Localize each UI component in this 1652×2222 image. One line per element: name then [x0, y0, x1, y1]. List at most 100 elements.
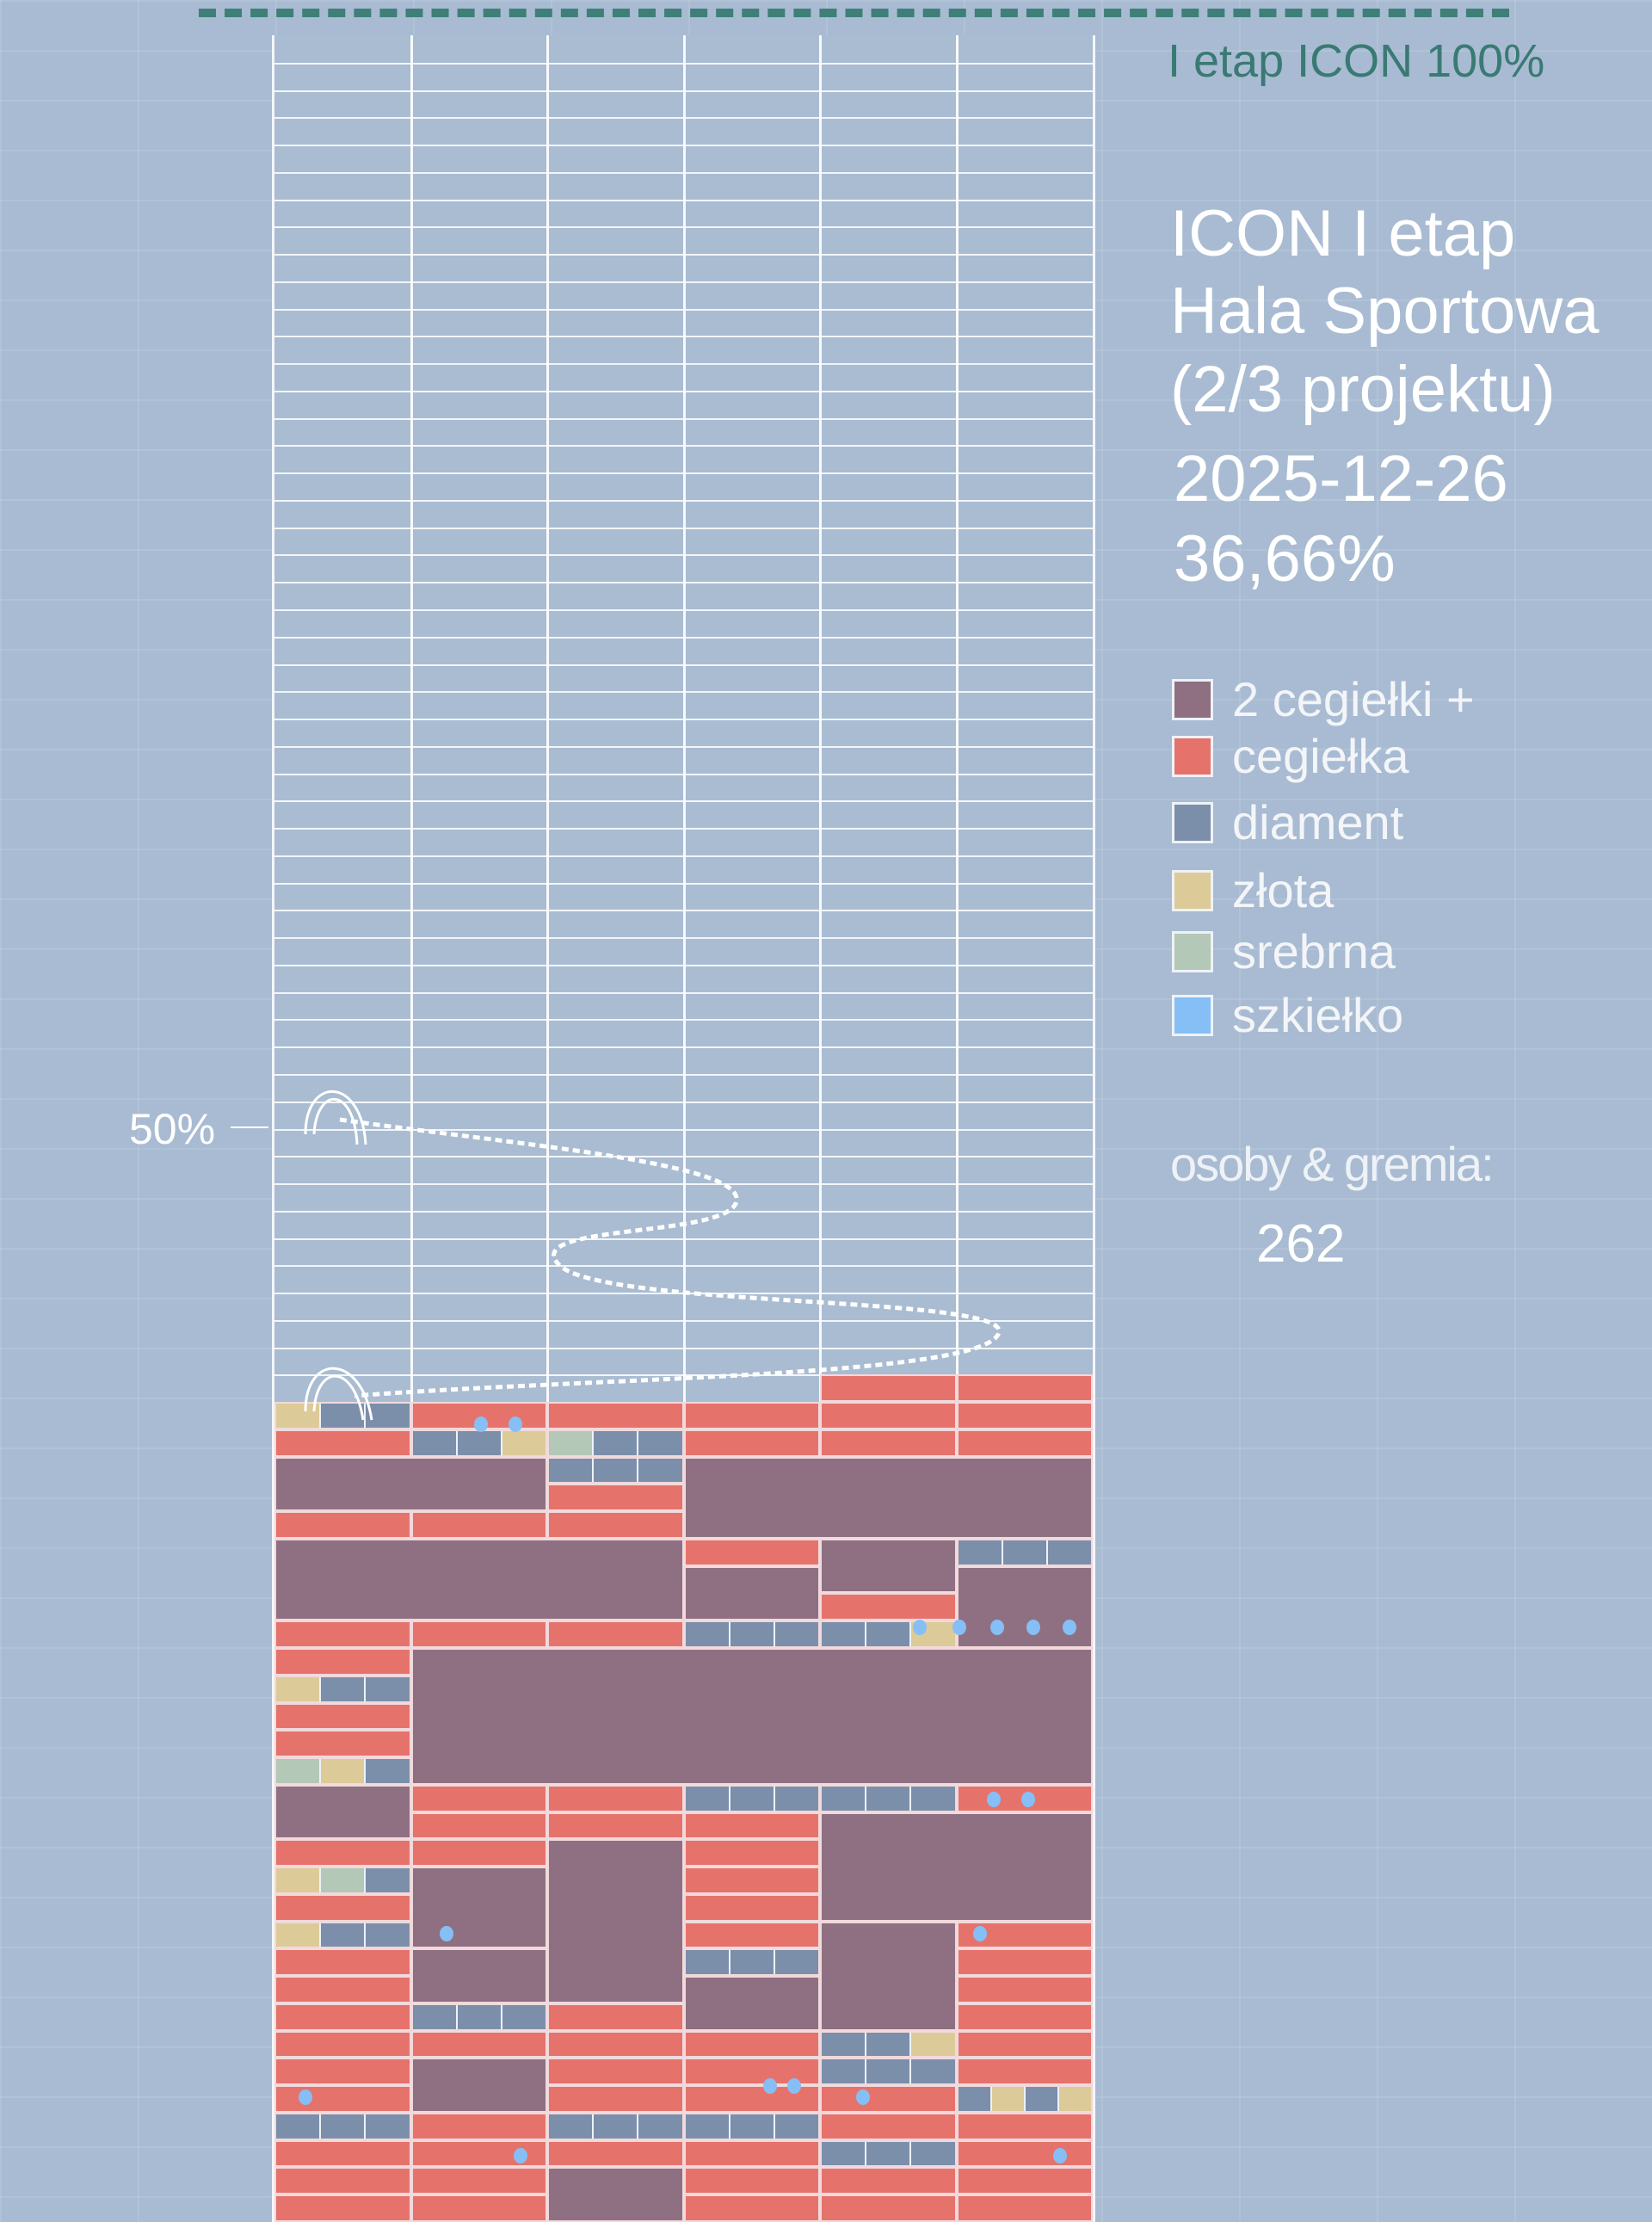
- midpoint-label: 50%: [129, 1105, 216, 1153]
- diamond-brick: [319, 1676, 365, 1701]
- brick: [547, 2058, 684, 2086]
- brick: [956, 2003, 1093, 2031]
- diamond-brick: [319, 1923, 365, 1947]
- brick: [410, 1839, 547, 1867]
- brick: [410, 2194, 547, 2222]
- diamond-brick: [1045, 1540, 1092, 1565]
- diamond-brick: [728, 1622, 774, 1646]
- double-brick: [274, 1538, 684, 1621]
- diamond-brick: [909, 1786, 955, 1811]
- brick: [820, 1429, 957, 1457]
- brick: [274, 1429, 411, 1457]
- brick: [274, 2139, 411, 2168]
- legend-label: srebrna: [1232, 924, 1396, 978]
- mixed-brick: [683, 1784, 820, 1812]
- brick: [274, 1647, 411, 1676]
- brick: [274, 1511, 411, 1539]
- brick: [820, 1593, 957, 1621]
- brick: [547, 1620, 684, 1648]
- diamond-brick: [1023, 2087, 1057, 2111]
- brick: [683, 1812, 820, 1840]
- diamond-brick: [865, 2141, 910, 2166]
- glass-dot: [952, 1620, 966, 1635]
- mixed-brick: [820, 2030, 957, 2058]
- glass-dot: [913, 1620, 927, 1635]
- dotted-path: [339, 1117, 1002, 1398]
- double-brick: [683, 1976, 820, 2031]
- brick: [410, 1511, 547, 1539]
- diamond-brick: [865, 2059, 910, 2084]
- brick: [956, 2139, 1093, 2168]
- legend-item: srebrna: [1172, 923, 1396, 979]
- diamond-brick: [728, 1786, 774, 1811]
- brick: [820, 1402, 957, 1429]
- brick: [820, 1374, 957, 1403]
- brick: [820, 2167, 957, 2195]
- diamond-brick: [822, 2059, 866, 2084]
- brick: [547, 1511, 684, 1539]
- brick: [274, 1893, 411, 1922]
- glass-dot: [763, 2078, 777, 2094]
- diamond-brick: [364, 2114, 410, 2139]
- mixed-brick: [683, 1948, 820, 1977]
- mixed-brick: [274, 1675, 411, 1703]
- brick: [274, 2167, 411, 2195]
- glass-dot: [440, 1926, 453, 1941]
- brick: [956, 2167, 1093, 2195]
- diamond-brick: [773, 2114, 819, 2139]
- legend-swatch: [1172, 930, 1213, 972]
- diamond-brick: [592, 1430, 638, 1455]
- brick: [547, 2085, 684, 2113]
- mixed-brick: [274, 2112, 411, 2140]
- diamond-brick: [319, 2114, 365, 2139]
- double-brick: [274, 1456, 547, 1512]
- mixed-brick: [274, 1402, 411, 1429]
- gold-brick: [319, 1759, 365, 1783]
- double-brick: [683, 1565, 820, 1621]
- legend-label: szkiełko: [1232, 988, 1404, 1042]
- target-label: I etap ICON 100%: [1168, 35, 1545, 87]
- legend-item: 2 cegiełki +: [1172, 671, 1475, 727]
- brick: [547, 1812, 684, 1840]
- grid-col-line: [955, 35, 959, 2222]
- diamond-brick: [865, 2032, 910, 2057]
- gold-brick: [1057, 2087, 1091, 2111]
- brick: [683, 1429, 820, 1457]
- brick: [547, 2003, 684, 2031]
- brick: [683, 2030, 820, 2058]
- brick: [683, 2058, 820, 2086]
- brick: [274, 1948, 411, 1977]
- legend-label: 2 cegiełki +: [1232, 672, 1475, 726]
- glass-dot: [990, 1620, 1004, 1635]
- diamond-brick: [685, 2114, 729, 2139]
- legend-label: cegiełka: [1232, 729, 1409, 783]
- brick: [683, 2167, 820, 2195]
- mixed-brick: [820, 2139, 957, 2168]
- diamond-brick: [909, 2059, 955, 2084]
- brick: [683, 1867, 820, 1894]
- diamond-brick: [909, 2141, 955, 2166]
- target-line: [199, 9, 1509, 17]
- title-line-1: ICON I etap: [1170, 197, 1516, 270]
- diamond-brick: [685, 1786, 729, 1811]
- mixed-brick: [274, 1867, 411, 1894]
- brick: [683, 1402, 820, 1429]
- brick: [683, 2139, 820, 2168]
- mixed-brick: [274, 1921, 411, 1949]
- legend-label: złota: [1232, 863, 1335, 917]
- diamond-brick: [276, 2114, 320, 2139]
- brick: [410, 1784, 547, 1812]
- brick: [683, 1921, 820, 1949]
- brick: [410, 2112, 547, 2140]
- glass-dot: [856, 2089, 870, 2105]
- double-brick: [547, 1839, 684, 2003]
- brick: [274, 1976, 411, 2003]
- legend-swatch: [1172, 678, 1213, 720]
- diamond-brick: [822, 1786, 866, 1811]
- title-line-2: Hala Sportowa: [1170, 275, 1600, 348]
- diamond-brick: [592, 1458, 638, 1483]
- mixed-brick: [820, 2058, 957, 2086]
- brick: [547, 2139, 684, 2168]
- mixed-brick: [274, 1757, 411, 1785]
